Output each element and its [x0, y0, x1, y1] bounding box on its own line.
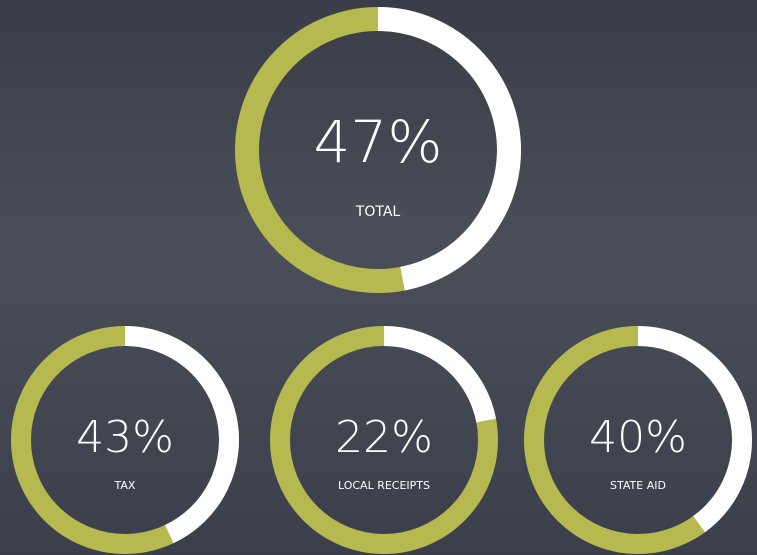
value-label: 22% [335, 412, 433, 463]
value-label: 40% [589, 412, 687, 463]
chart-title: TOTAL [355, 204, 401, 220]
page: {"chart_data": [ {"type": "donut", "titl… [0, 0, 757, 555]
chart-title: TAX [114, 479, 136, 492]
value-label: 43% [76, 412, 174, 463]
chart-title: LOCAL RECEIPTS [338, 479, 430, 492]
value-label: 47% [314, 108, 443, 176]
chart: 47% TOTAL 43% TAX 22% LOCAL RECEIPTS 40% STATE … [0, 0, 757, 555]
chart-title: STATE AID [610, 479, 666, 492]
